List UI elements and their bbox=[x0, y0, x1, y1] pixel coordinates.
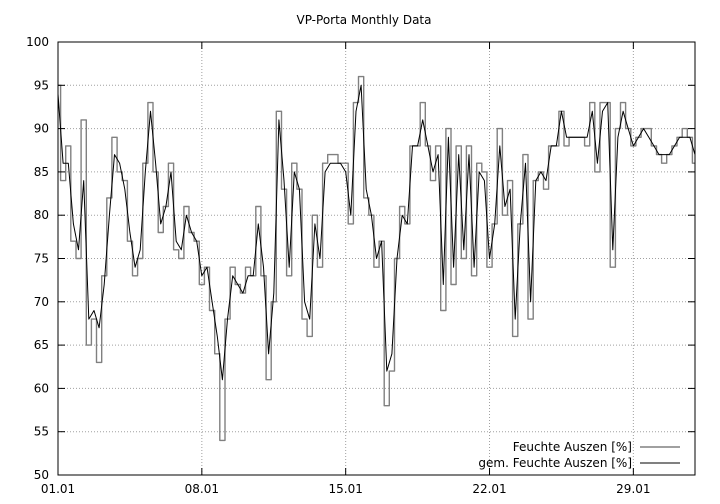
axes: 50 55 60 65 70 75 80 85 90 95 100 01.01 08.01 15.01 22… bbox=[26, 35, 695, 496]
x-tick-label: 29.01 bbox=[616, 482, 650, 496]
y-tick-label: 50 bbox=[34, 468, 49, 482]
chart-title: VP-Porta Monthly Data bbox=[297, 13, 432, 27]
series-lines bbox=[57, 75, 696, 442]
y-tick-label: 55 bbox=[34, 425, 49, 439]
legend-label: Feuchte Auszen [%] bbox=[513, 440, 632, 454]
y-tick-label: 75 bbox=[34, 252, 49, 266]
y-tick-label: 70 bbox=[34, 295, 49, 309]
x-tick-label: 22.01 bbox=[472, 482, 506, 496]
y-tick-label: 95 bbox=[34, 78, 49, 92]
y-tick-label: 65 bbox=[34, 338, 49, 352]
y-tick-label: 60 bbox=[34, 381, 49, 395]
legend-label: gem. Feuchte Auszen [%] bbox=[478, 456, 632, 470]
y-tick-label: 85 bbox=[34, 165, 49, 179]
legend: Feuchte Auszen [%] gem. Feuchte Auszen [%… bbox=[478, 440, 680, 470]
y-tick-label: 100 bbox=[26, 35, 49, 49]
x-tick-label: 15.01 bbox=[328, 482, 362, 496]
series-line-1 bbox=[58, 75, 695, 442]
x-tick-label: 08.01 bbox=[185, 482, 219, 496]
y-tick-label: 80 bbox=[34, 208, 49, 222]
x-tick-label: 01.01 bbox=[41, 482, 75, 496]
y-tick-label: 90 bbox=[34, 122, 49, 136]
series-line-2 bbox=[57, 84, 696, 381]
